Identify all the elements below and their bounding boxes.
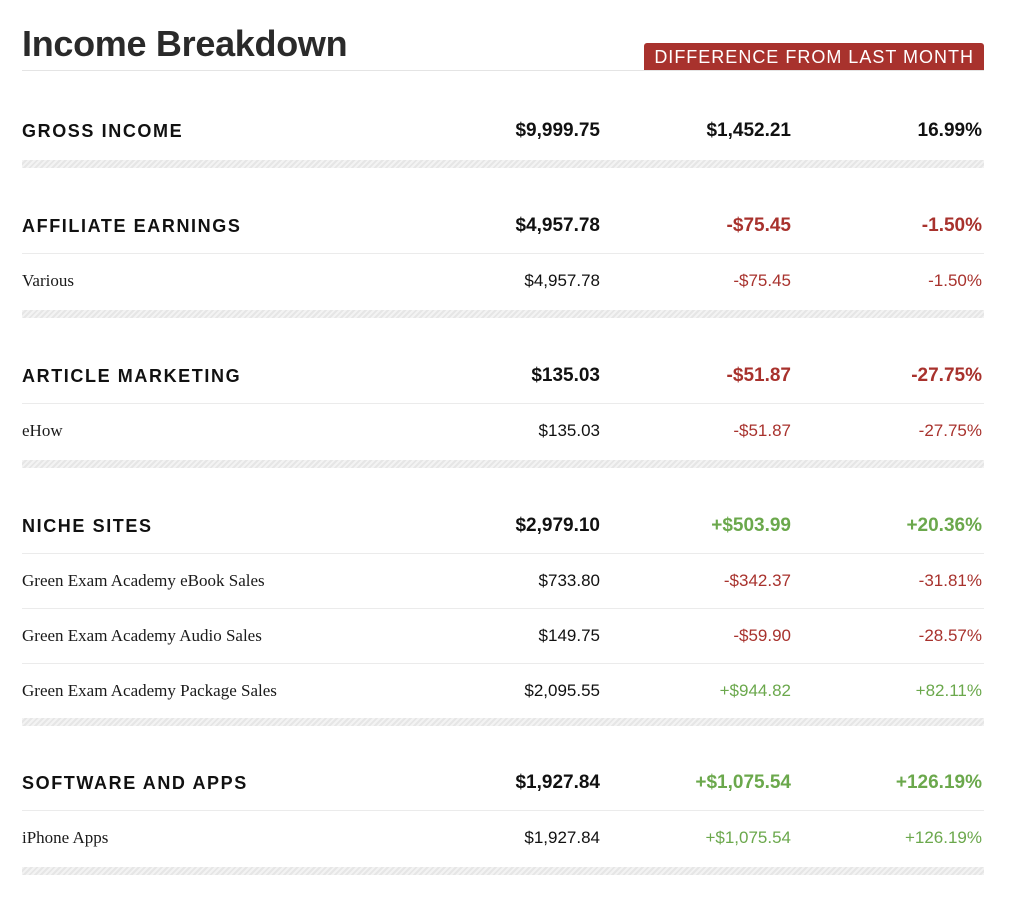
item-diff: -$59.90 <box>733 626 791 645</box>
section-amount: $1,927.84 <box>515 772 600 793</box>
page-title: Income Breakdown <box>22 23 348 64</box>
item-pct: -1.50% <box>928 271 982 290</box>
item-pct: -28.57% <box>918 626 982 645</box>
section-pct: +126.19% <box>895 772 982 793</box>
section-label: GROSS INCOME <box>22 121 184 141</box>
section-label: SOFTWARE AND APPS <box>22 773 248 793</box>
section-header-row: NICHE SITES $2,979.10 +$503.99 +20.36% <box>22 499 984 553</box>
title-divider <box>22 70 984 71</box>
section-diff: +$1,075.54 <box>695 772 791 793</box>
section-pct: -27.75% <box>911 365 982 386</box>
item-amount: $135.03 <box>538 421 600 440</box>
section-amount: $9,999.75 <box>515 120 600 141</box>
section-software-and-apps: SOFTWARE AND APPS $1,927.84 +$1,075.54 +… <box>22 756 984 875</box>
section-diff: $1,452.21 <box>706 120 791 141</box>
item-diff: -$75.45 <box>733 271 791 290</box>
item-amount: $1,927.84 <box>524 828 600 847</box>
section-diff: -$75.45 <box>726 215 791 236</box>
item-label: Green Exam Academy Audio Sales <box>22 626 262 645</box>
table-row: iPhone Apps $1,927.84 +$1,075.54 +126.19… <box>22 810 984 865</box>
item-label: iPhone Apps <box>22 828 109 847</box>
section-header-row: ARTICLE MARKETING $135.03 -$51.87 -27.75… <box>22 349 984 403</box>
section-article-marketing: ARTICLE MARKETING $135.03 -$51.87 -27.75… <box>22 349 984 468</box>
table-row: Green Exam Academy eBook Sales $733.80 -… <box>22 553 984 608</box>
section-diff: +$503.99 <box>711 515 791 536</box>
item-amount: $149.75 <box>538 626 600 645</box>
item-pct: +126.19% <box>904 828 982 847</box>
table-row: eHow $135.03 -$51.87 -27.75% <box>22 403 984 458</box>
item-label: Green Exam Academy Package Sales <box>22 681 277 700</box>
item-amount: $2,095.55 <box>524 681 600 700</box>
item-pct: -27.75% <box>918 421 982 440</box>
item-diff: +$944.82 <box>719 681 791 700</box>
table-row: Various $4,957.78 -$75.45 -1.50% <box>22 253 984 308</box>
section-amount: $4,957.78 <box>515 215 600 236</box>
section-divider <box>22 460 984 468</box>
item-pct: -31.81% <box>918 571 982 590</box>
section-label: ARTICLE MARKETING <box>22 366 242 386</box>
section-label: AFFILIATE EARNINGS <box>22 216 242 236</box>
item-diff: -$342.37 <box>723 571 791 590</box>
item-label: Green Exam Academy eBook Sales <box>22 571 265 590</box>
table-row: Green Exam Academy Package Sales $2,095.… <box>22 663 984 718</box>
section-label: NICHE SITES <box>22 516 153 536</box>
section-pct: -1.50% <box>921 215 982 236</box>
section-header-row: GROSS INCOME $9,999.75 $1,452.21 16.99% <box>22 104 984 158</box>
table-row: Green Exam Academy Audio Sales $149.75 -… <box>22 608 984 663</box>
section-niche-sites: NICHE SITES $2,979.10 +$503.99 +20.36% G… <box>22 499 984 726</box>
item-amount: $733.80 <box>538 571 600 590</box>
section-pct: 16.99% <box>917 120 982 141</box>
section-header-row: AFFILIATE EARNINGS $4,957.78 -$75.45 -1.… <box>22 199 984 253</box>
section-diff: -$51.87 <box>726 365 791 386</box>
section-amount: $2,979.10 <box>515 515 600 536</box>
difference-badge: DIFFERENCE FROM LAST MONTH <box>644 43 984 71</box>
section-divider <box>22 310 984 318</box>
item-pct: +82.11% <box>915 681 982 700</box>
item-label: eHow <box>22 421 63 440</box>
section-amount: $135.03 <box>531 365 600 386</box>
section-divider <box>22 160 984 168</box>
item-diff: +$1,075.54 <box>705 828 791 847</box>
section-affiliate-earnings: AFFILIATE EARNINGS $4,957.78 -$75.45 -1.… <box>22 199 984 318</box>
item-label: Various <box>22 271 74 290</box>
item-amount: $4,957.78 <box>524 271 600 290</box>
section-header-row: SOFTWARE AND APPS $1,927.84 +$1,075.54 +… <box>22 756 984 810</box>
section-divider <box>22 718 984 726</box>
section-divider <box>22 867 984 875</box>
item-diff: -$51.87 <box>733 421 791 440</box>
section-pct: +20.36% <box>906 515 982 536</box>
section-gross-income: GROSS INCOME $9,999.75 $1,452.21 16.99% <box>22 104 984 168</box>
